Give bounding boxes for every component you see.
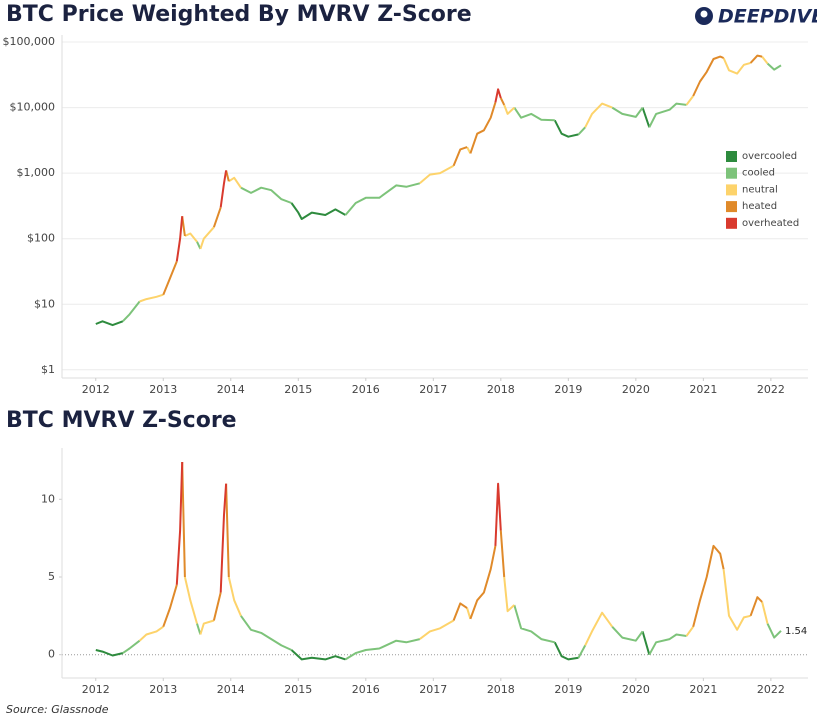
series-line: [139, 55, 769, 303]
source-note: Source: Glassnode: [6, 703, 109, 716]
series-line: [122, 604, 782, 661]
x-tick-label: 2012: [82, 683, 110, 696]
series-line: [175, 88, 502, 262]
y-tick-label: $1: [41, 363, 55, 376]
x-tick-label: 2021: [689, 383, 717, 396]
legend-label: neutral: [742, 184, 778, 195]
y-tick-label: $10,000: [10, 101, 56, 114]
series-line: [175, 461, 502, 593]
x-tick-label: 2022: [757, 683, 785, 696]
y-tick-label: $10: [34, 297, 55, 310]
x-tick-label: 2015: [284, 683, 312, 696]
legend-label: overcooled: [742, 151, 797, 162]
legend-swatch: [726, 184, 737, 196]
logo-icon-detail: [700, 10, 708, 18]
x-tick-label: 2016: [352, 683, 380, 696]
series-line: [95, 631, 651, 661]
value-label: 1.54: [785, 626, 807, 637]
y-tick-label: $100: [27, 232, 55, 245]
series-line: [162, 461, 763, 628]
legend-label: cooled: [742, 168, 775, 179]
x-tick-label: 2013: [149, 383, 177, 396]
x-tick-label: 2015: [284, 383, 312, 396]
x-tick-label: 2019: [554, 683, 582, 696]
series-line: [122, 62, 782, 322]
x-tick-label: 2019: [554, 383, 582, 396]
x-tick-label: 2020: [622, 683, 650, 696]
brand-logo: DEEPDIVE: [695, 6, 817, 28]
x-tick-label: 2012: [82, 383, 110, 396]
chart-title: BTC Price Weighted By MVRV Z-Score: [6, 2, 472, 27]
x-tick-label: 2020: [622, 383, 650, 396]
series-line: [138, 569, 769, 646]
x-tick-label: 2018: [487, 383, 515, 396]
legend-swatch: [726, 151, 737, 162]
y-tick-label: 10: [41, 492, 55, 505]
chart-title: BTC MVRV Z-Score: [6, 408, 237, 433]
legend-label: overheated: [742, 218, 799, 229]
legend-label: heated: [742, 201, 777, 212]
x-tick-label: 2021: [689, 683, 717, 696]
y-tick-label: 0: [48, 648, 55, 661]
legend-swatch: [726, 217, 737, 229]
brand-name: DEEPDIVE: [718, 6, 817, 28]
series-line: [162, 54, 763, 296]
y-tick-label: $100,000: [3, 35, 56, 48]
legend-swatch: [726, 167, 737, 179]
x-tick-label: 2017: [419, 683, 447, 696]
x-tick-label: 2014: [217, 683, 245, 696]
x-tick-label: 2013: [149, 683, 177, 696]
legend-swatch: [726, 201, 737, 213]
x-tick-label: 2014: [217, 383, 245, 396]
x-tick-label: 2018: [487, 683, 515, 696]
y-tick-label: $1,000: [17, 166, 56, 179]
x-tick-label: 2017: [419, 383, 447, 396]
series-line: [95, 107, 651, 327]
y-tick-label: 5: [48, 570, 55, 583]
x-tick-label: 2022: [757, 383, 785, 396]
x-tick-label: 2016: [352, 383, 380, 396]
